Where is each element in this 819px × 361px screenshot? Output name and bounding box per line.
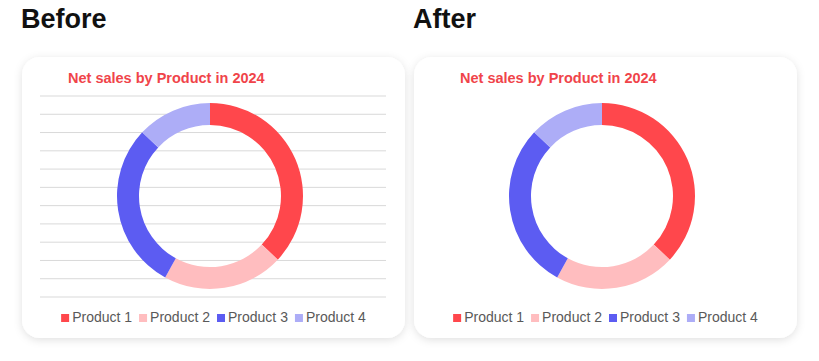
panel-heading: After (413, 4, 476, 34)
grid-line (40, 96, 386, 97)
legend-swatch (531, 314, 539, 322)
slices (117, 103, 303, 289)
chart-card-group: Net sales by Product in 2024Product 1Pro… (414, 57, 797, 338)
legend-item: Product 1 (61, 309, 132, 325)
grid-line (40, 297, 386, 298)
slice (165, 245, 278, 289)
legend-label: Product 4 (698, 309, 758, 325)
slice (117, 132, 176, 277)
legend-item: Product 3 (609, 309, 680, 325)
legend-swatch (61, 314, 69, 322)
legend-label: Product 3 (228, 309, 288, 325)
legend-item: Product 3 (217, 309, 288, 325)
slice (602, 103, 695, 260)
slice (557, 245, 670, 289)
legend-swatch (295, 314, 303, 322)
legend-swatch (609, 314, 617, 322)
legend-swatch (217, 314, 225, 322)
legend-label: Product 3 (620, 309, 680, 325)
grid-line (40, 132, 386, 133)
legend-swatch (453, 314, 461, 322)
legend: Product 1 Product 2 Product 3 Product 4 (453, 309, 758, 325)
panel-heading: Before (21, 4, 107, 34)
slice (534, 103, 602, 147)
grid-line (40, 150, 386, 151)
legend-label: Product 2 (542, 309, 602, 325)
legend-item: Product 2 (139, 309, 210, 325)
canvas: Before Net sales by Product in 2024 Produc… (0, 0, 819, 361)
chart-card-group: Net sales by Product in 2024Product 1Pro… (22, 57, 405, 338)
chart-title: Net sales by Product in 2024 (68, 70, 265, 86)
grid-line (40, 223, 386, 224)
legend-item: Product 2 (531, 309, 602, 325)
chart-card (22, 57, 405, 338)
legend-item: Product 4 (687, 309, 758, 325)
legend-label: Product 1 (72, 309, 132, 325)
chart-card (414, 57, 797, 338)
slice (210, 103, 303, 260)
legend: Product 1 Product 2 Product 3 Product 4 (61, 309, 366, 325)
legend-item: Product 4 (295, 309, 366, 325)
legend-swatch (139, 314, 147, 322)
legend-swatch (687, 314, 695, 322)
legend-label: Product 4 (306, 309, 366, 325)
legend-label: Product 1 (464, 309, 524, 325)
grid-line (40, 187, 386, 188)
grid-line (40, 260, 386, 261)
grid-line (40, 205, 386, 206)
grid-line (40, 242, 386, 243)
slice (509, 132, 568, 277)
chart-title: Net sales by Product in 2024 (460, 70, 657, 86)
slice (142, 103, 210, 147)
slices (509, 103, 695, 289)
grid-line (40, 169, 386, 170)
grid (40, 96, 386, 297)
legend-label: Product 2 (150, 309, 210, 325)
legend-item: Product 1 (453, 309, 524, 325)
